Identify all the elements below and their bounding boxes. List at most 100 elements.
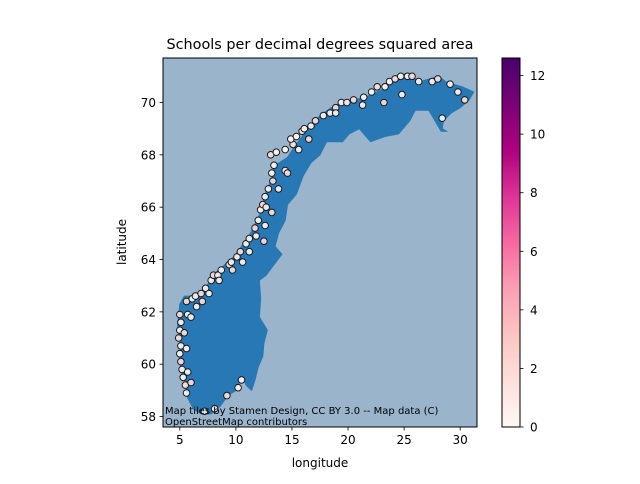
school-marker — [176, 349, 184, 358]
x-axis-label: longitude — [292, 456, 349, 470]
school-marker — [197, 289, 205, 298]
school-marker — [269, 177, 277, 185]
school-marker — [261, 221, 269, 230]
axes-frame — [162, 57, 478, 428]
school-marker — [254, 216, 263, 225]
school-marker — [245, 247, 254, 256]
y-tick-label: 64 — [141, 253, 156, 267]
school-marker — [454, 88, 462, 96]
school-marker — [237, 376, 246, 384]
school-marker — [460, 96, 469, 104]
school-marker — [414, 77, 423, 86]
school-marker — [272, 148, 281, 156]
colorbar-tick-label: 0 — [530, 421, 538, 435]
school-marker — [396, 72, 405, 81]
school-marker — [331, 109, 340, 117]
colorbar-tick-label: 10 — [530, 128, 545, 142]
school-marker — [268, 169, 276, 177]
y-axis-label: latitude — [115, 219, 129, 265]
school-marker — [260, 237, 268, 245]
school-marker — [182, 389, 191, 397]
school-marker — [233, 253, 241, 261]
school-marker — [236, 247, 245, 256]
x-tick-label: 15 — [284, 433, 299, 447]
school-marker — [183, 368, 192, 376]
school-marker — [294, 145, 303, 154]
school-marker — [210, 404, 219, 413]
school-marker — [359, 93, 368, 102]
school-marker — [305, 135, 313, 143]
school-marker — [252, 232, 260, 240]
school-marker — [434, 75, 442, 83]
x-tick-label: 10 — [228, 433, 243, 447]
colorbar-tick-label: 8 — [530, 186, 538, 200]
colorbar-tick-label: 12 — [530, 69, 545, 83]
school-marker — [381, 83, 389, 91]
school-marker — [446, 80, 454, 88]
school-marker — [251, 224, 259, 232]
school-marker — [262, 203, 271, 211]
school-marker — [177, 357, 185, 366]
attribution-line-2: OpenStreetMap contributors — [165, 417, 307, 428]
school-marker — [182, 344, 191, 353]
school-marker — [283, 169, 292, 177]
school-marker — [200, 407, 209, 416]
school-marker — [245, 234, 254, 243]
school-marker — [380, 98, 388, 107]
x-tick-label: 25 — [396, 433, 411, 447]
x-tick-label: 30 — [453, 433, 468, 447]
school-marker — [281, 145, 290, 154]
school-marker — [205, 289, 213, 298]
school-marker — [307, 122, 315, 130]
school-marker — [176, 310, 184, 319]
y-tick-label: 68 — [141, 148, 156, 162]
school-marker — [343, 98, 351, 107]
school-marker — [227, 258, 236, 266]
school-marker — [177, 318, 185, 327]
colorbar-tick-label: 2 — [530, 362, 538, 376]
school-marker — [274, 185, 283, 193]
school-marker — [268, 208, 276, 217]
x-tick-label: 20 — [340, 433, 355, 447]
y-tick-label: 62 — [141, 305, 156, 319]
school-marker — [358, 101, 367, 109]
school-marker — [261, 192, 269, 201]
school-marker — [201, 284, 210, 293]
school-marker — [223, 391, 231, 400]
map-attribution: Map tiles by Stamen Design, CC BY 3.0 --… — [165, 406, 439, 428]
school-marker — [187, 313, 195, 321]
attribution-line-1: Map tiles by Stamen Design, CC BY 3.0 --… — [165, 406, 439, 417]
school-marker — [398, 90, 406, 99]
y-tick-label: 58 — [141, 410, 156, 424]
school-marker — [174, 334, 183, 342]
school-marker — [228, 266, 237, 274]
school-marker — [300, 124, 309, 133]
school-marker — [408, 72, 416, 81]
school-marker — [192, 302, 201, 311]
x-tick-label: 5 — [176, 433, 184, 447]
school-marker — [180, 329, 189, 337]
school-marker — [187, 378, 195, 387]
school-marker — [438, 114, 447, 122]
school-marker — [373, 83, 382, 91]
y-tick-label: 70 — [141, 96, 156, 110]
school-marker — [179, 373, 187, 382]
school-marker — [234, 383, 242, 392]
colorbar-tick-label: 4 — [530, 303, 538, 317]
school-marker — [264, 185, 273, 193]
colorbar: 0 2 4 6 8 10 12 — [501, 57, 545, 435]
school-marker — [349, 96, 358, 104]
school-marker — [270, 161, 278, 170]
colorbar-gradient — [502, 58, 520, 427]
school-marker — [242, 240, 250, 248]
school-marker — [292, 132, 301, 141]
school-marker — [215, 276, 223, 285]
school-marker — [319, 111, 328, 120]
school-marker — [311, 117, 320, 125]
school-marker — [198, 297, 207, 306]
y-tick-label: 60 — [141, 358, 156, 372]
colorbar-tick-label: 6 — [530, 245, 538, 259]
y-tick-label: 66 — [141, 201, 156, 215]
